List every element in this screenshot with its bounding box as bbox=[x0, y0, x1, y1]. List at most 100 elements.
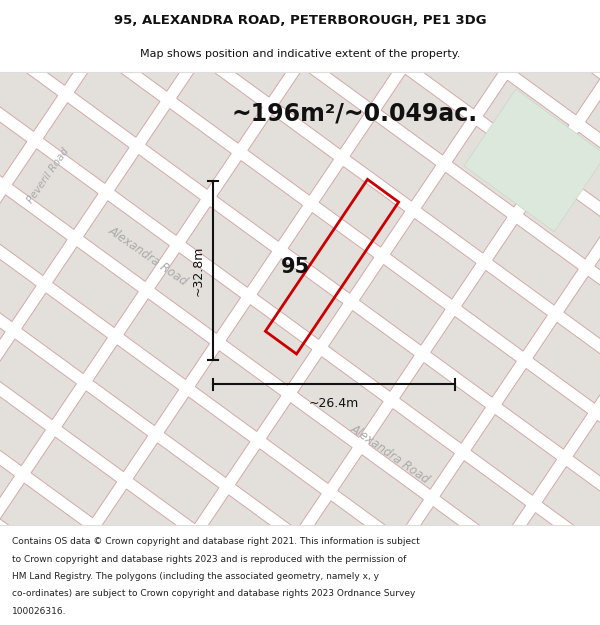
Polygon shape bbox=[13, 149, 98, 229]
Polygon shape bbox=[143, 587, 228, 625]
Polygon shape bbox=[372, 0, 457, 11]
Polygon shape bbox=[359, 264, 445, 345]
Polygon shape bbox=[573, 421, 600, 501]
Polygon shape bbox=[412, 28, 497, 109]
Polygon shape bbox=[40, 581, 126, 625]
Polygon shape bbox=[471, 414, 557, 495]
Polygon shape bbox=[155, 253, 241, 333]
Polygon shape bbox=[136, 0, 222, 45]
Polygon shape bbox=[431, 316, 516, 397]
Polygon shape bbox=[391, 219, 476, 299]
Text: to Crown copyright and database rights 2023 and is reproduced with the permissio: to Crown copyright and database rights 2… bbox=[12, 554, 406, 564]
Polygon shape bbox=[245, 593, 331, 625]
Polygon shape bbox=[350, 121, 436, 201]
Text: Contains OS data © Crown copyright and database right 2021. This information is : Contains OS data © Crown copyright and d… bbox=[12, 537, 420, 546]
Text: Peveril Road: Peveril Road bbox=[25, 146, 71, 206]
Polygon shape bbox=[409, 507, 494, 588]
Text: ~196m²/~0.049ac.: ~196m²/~0.049ac. bbox=[232, 101, 478, 126]
Polygon shape bbox=[74, 57, 160, 138]
Text: 100026316.: 100026316. bbox=[12, 607, 67, 616]
Polygon shape bbox=[452, 126, 538, 207]
Polygon shape bbox=[269, 0, 355, 5]
Text: co-ordinates) are subject to Crown copyright and database rights 2023 Ordnance S: co-ordinates) are subject to Crown copyr… bbox=[12, 589, 415, 599]
Polygon shape bbox=[279, 68, 364, 149]
Polygon shape bbox=[0, 51, 58, 131]
Polygon shape bbox=[462, 271, 547, 351]
Polygon shape bbox=[34, 0, 119, 39]
Polygon shape bbox=[338, 455, 424, 536]
Polygon shape bbox=[545, 0, 600, 69]
Polygon shape bbox=[0, 241, 36, 322]
Polygon shape bbox=[43, 102, 129, 183]
Polygon shape bbox=[307, 501, 392, 581]
Polygon shape bbox=[106, 11, 191, 91]
Text: 95, ALEXANDRA ROAD, PETERBOROUGH, PE1 3DG: 95, ALEXANDRA ROAD, PETERBOROUGH, PE1 3D… bbox=[113, 14, 487, 27]
Polygon shape bbox=[217, 161, 302, 241]
Polygon shape bbox=[443, 0, 529, 63]
Polygon shape bbox=[378, 552, 464, 625]
Polygon shape bbox=[449, 605, 535, 625]
Polygon shape bbox=[0, 339, 76, 419]
Text: 95: 95 bbox=[280, 257, 310, 277]
Polygon shape bbox=[329, 311, 414, 391]
Polygon shape bbox=[62, 391, 148, 472]
Polygon shape bbox=[288, 213, 374, 293]
Polygon shape bbox=[3, 4, 89, 85]
Polygon shape bbox=[369, 409, 454, 489]
Polygon shape bbox=[400, 362, 485, 443]
Polygon shape bbox=[319, 166, 405, 247]
Polygon shape bbox=[236, 449, 321, 529]
Polygon shape bbox=[481, 559, 566, 625]
Polygon shape bbox=[595, 230, 600, 311]
Polygon shape bbox=[266, 402, 352, 483]
Polygon shape bbox=[146, 109, 231, 189]
Polygon shape bbox=[0, 0, 17, 33]
Polygon shape bbox=[347, 599, 433, 625]
Text: ~32.8m: ~32.8m bbox=[191, 246, 205, 296]
Polygon shape bbox=[0, 483, 86, 564]
Polygon shape bbox=[0, 575, 24, 625]
Polygon shape bbox=[31, 437, 116, 518]
Polygon shape bbox=[464, 89, 600, 232]
Polygon shape bbox=[226, 305, 312, 386]
Polygon shape bbox=[0, 195, 67, 276]
Polygon shape bbox=[164, 397, 250, 478]
Polygon shape bbox=[421, 173, 507, 253]
Polygon shape bbox=[239, 0, 324, 51]
Polygon shape bbox=[0, 431, 14, 512]
Polygon shape bbox=[524, 178, 600, 259]
Polygon shape bbox=[208, 16, 293, 97]
Polygon shape bbox=[103, 489, 188, 569]
Polygon shape bbox=[115, 154, 200, 236]
Text: Alexandra Road: Alexandra Road bbox=[106, 224, 190, 289]
Polygon shape bbox=[554, 132, 600, 213]
Polygon shape bbox=[493, 224, 578, 305]
Polygon shape bbox=[186, 207, 271, 288]
Polygon shape bbox=[511, 512, 597, 593]
Polygon shape bbox=[533, 322, 600, 403]
Polygon shape bbox=[0, 287, 5, 368]
Polygon shape bbox=[53, 247, 138, 328]
Polygon shape bbox=[551, 611, 600, 625]
Polygon shape bbox=[564, 276, 600, 357]
Text: Map shows position and indicative extent of the property.: Map shows position and indicative extent… bbox=[140, 49, 460, 59]
Polygon shape bbox=[0, 529, 55, 610]
Polygon shape bbox=[124, 299, 209, 379]
Polygon shape bbox=[381, 74, 467, 155]
Polygon shape bbox=[173, 541, 259, 622]
Polygon shape bbox=[583, 564, 600, 625]
Polygon shape bbox=[576, 0, 600, 22]
Polygon shape bbox=[133, 443, 219, 524]
Polygon shape bbox=[514, 34, 600, 115]
Polygon shape bbox=[502, 369, 587, 449]
Polygon shape bbox=[84, 201, 169, 281]
Polygon shape bbox=[195, 351, 281, 431]
Polygon shape bbox=[71, 535, 157, 616]
Polygon shape bbox=[586, 86, 600, 167]
Polygon shape bbox=[248, 114, 334, 195]
Polygon shape bbox=[276, 547, 361, 625]
Polygon shape bbox=[440, 461, 526, 541]
Polygon shape bbox=[484, 80, 569, 161]
Polygon shape bbox=[298, 357, 383, 437]
Text: Alexandra Road: Alexandra Road bbox=[348, 422, 432, 486]
